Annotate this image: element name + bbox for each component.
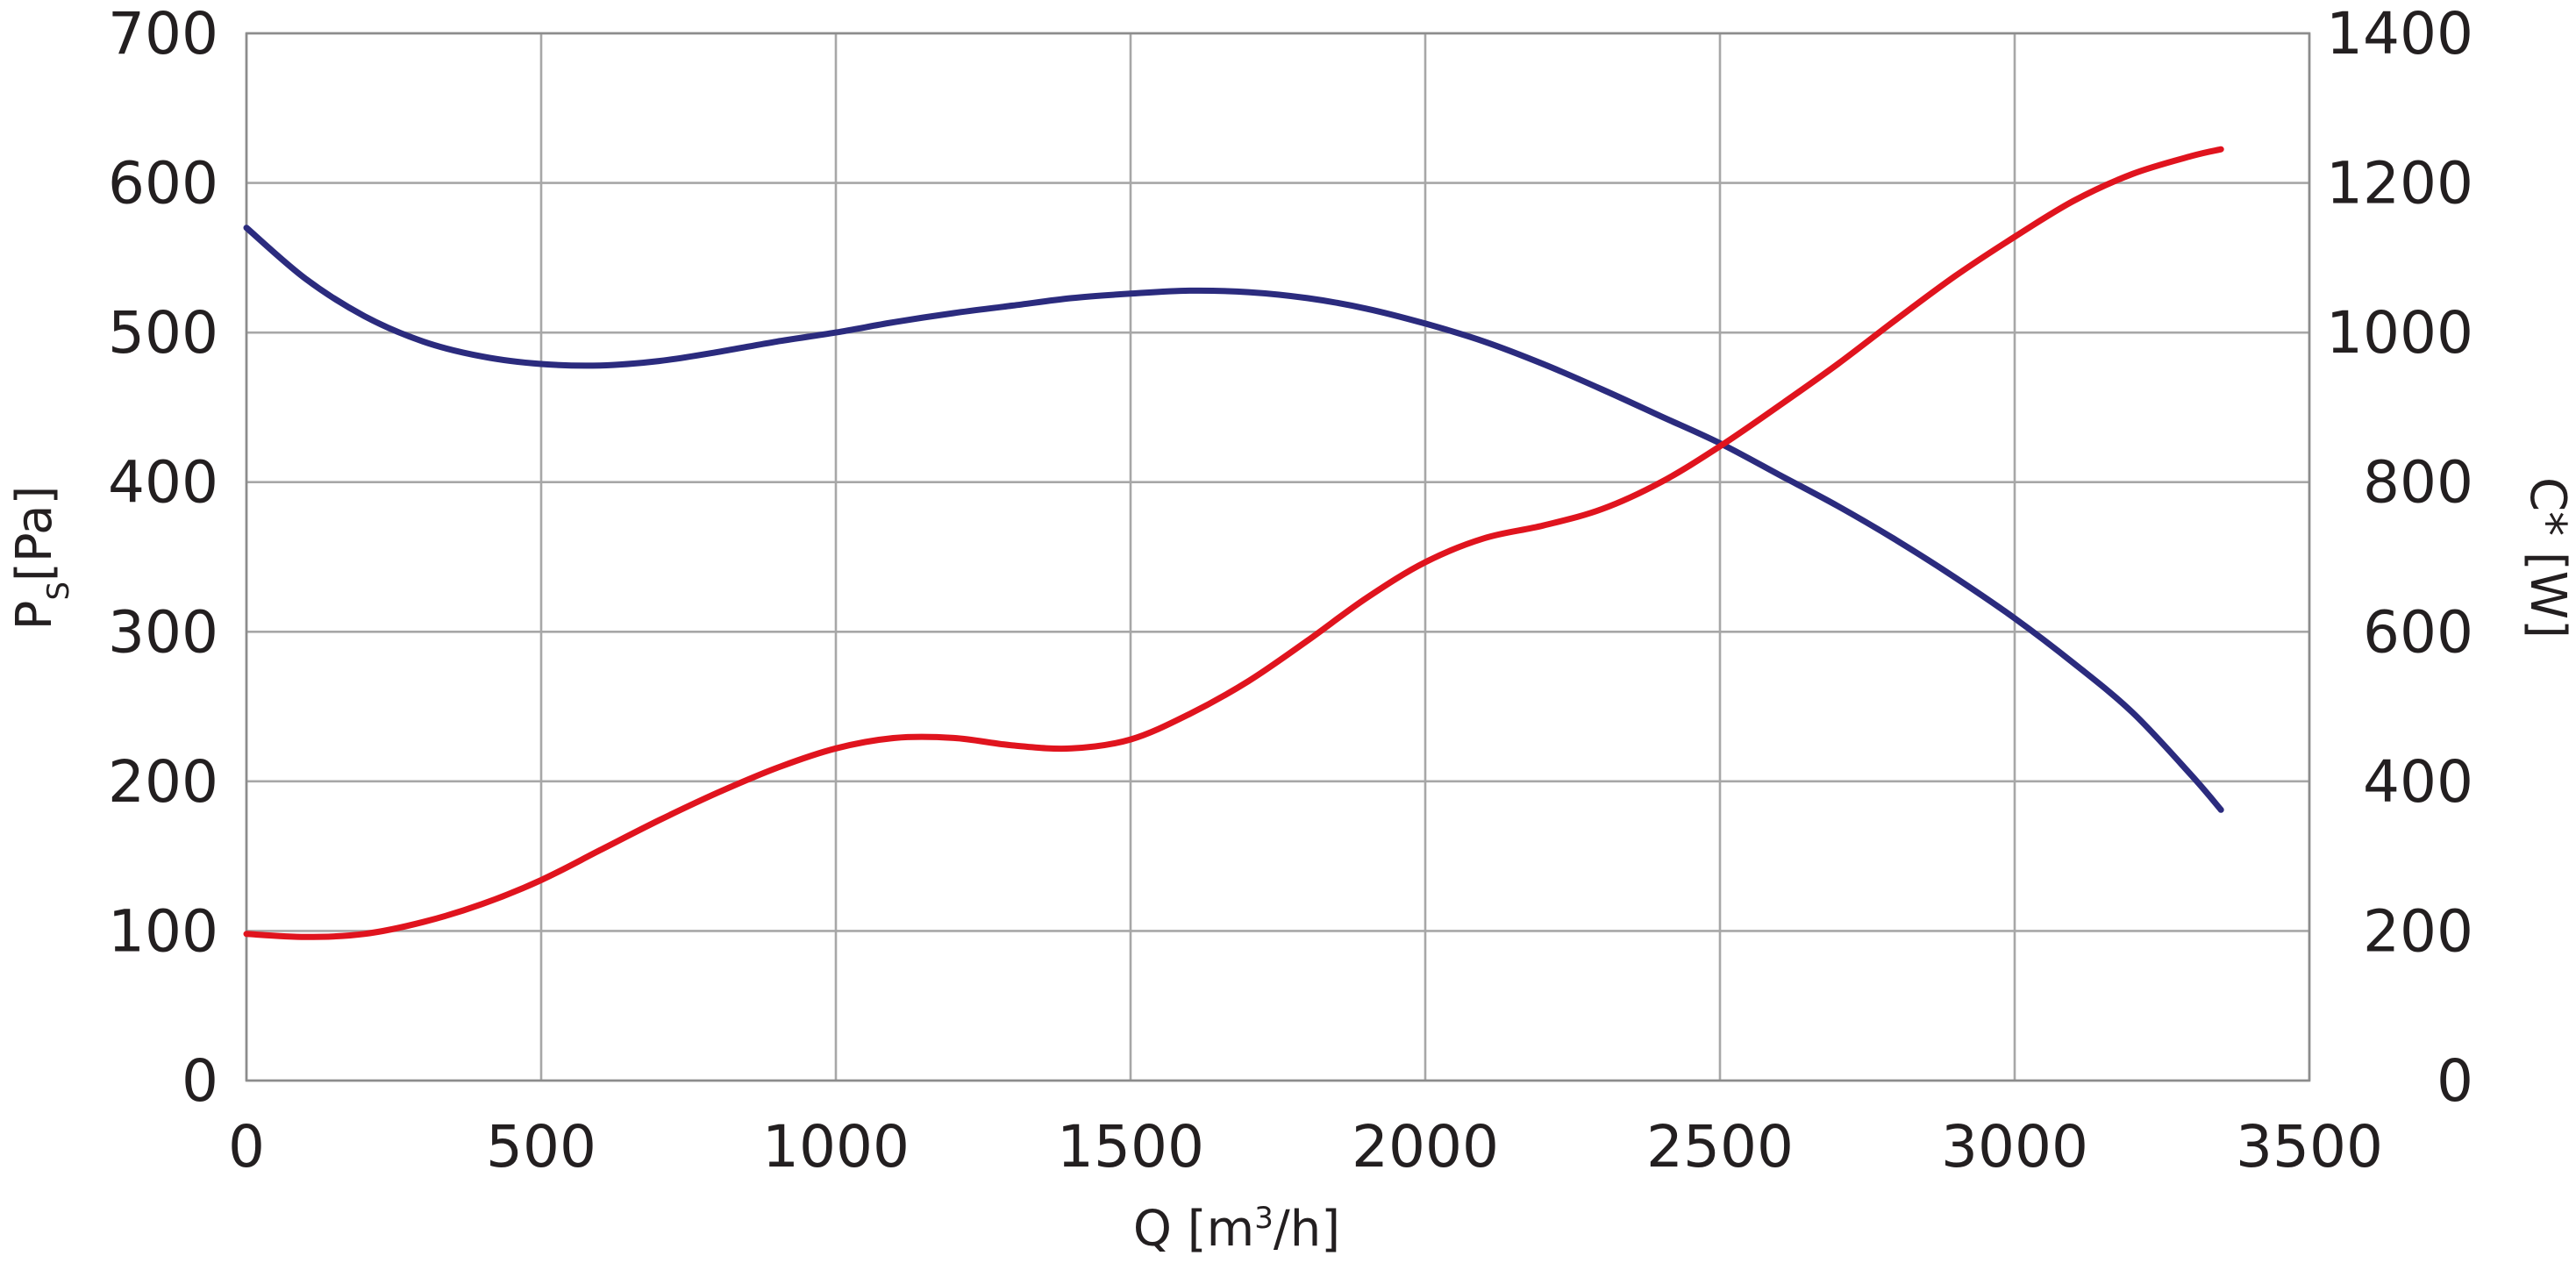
y-left-tick-label: 100 — [108, 897, 218, 965]
y-right-tick-label: 1200 — [2326, 150, 2473, 218]
y-left-tick-label: 300 — [108, 598, 218, 666]
x-tick-label: 500 — [486, 1113, 596, 1181]
y-right-tick-label: 1400 — [2326, 0, 2473, 68]
x-tick-label: 1000 — [762, 1113, 910, 1181]
x-tick-label: 0 — [228, 1113, 265, 1181]
y-left-tick-label: 400 — [108, 449, 218, 517]
y-right-tick-label: 400 — [2363, 748, 2473, 816]
plot-frame — [245, 32, 2311, 1082]
y-right-tick-label: 800 — [2363, 449, 2473, 517]
series-line-left-axis — [243, 225, 2224, 813]
x-tick-label: 2000 — [1352, 1113, 1499, 1181]
y-left-tick-label: 600 — [108, 150, 218, 218]
series-layer — [243, 146, 2224, 940]
x-tick-label: 1500 — [1057, 1113, 1204, 1181]
x-tick-label: 2500 — [1646, 1113, 1794, 1181]
grid-layer — [245, 32, 2311, 1082]
y-right-tick-label: 0 — [2437, 1047, 2473, 1115]
y-right-tick-label: 600 — [2363, 598, 2473, 666]
x-axis-label: Q [m3/h] — [1133, 1201, 1340, 1258]
y-left-tick-label: 200 — [108, 748, 218, 816]
tick-layer: 0 100 200 300 400 500 600 700 0 200 400 600 800 1000 1… — [108, 0, 2473, 1181]
y-axis-right-label: C* [W] — [2519, 477, 2576, 639]
x-tick-label: 3500 — [2236, 1113, 2383, 1181]
x-tick-label: 3000 — [1941, 1113, 2088, 1181]
y-left-tick-label: 700 — [108, 0, 218, 68]
y-right-tick-label: 1000 — [2326, 299, 2473, 367]
y-left-tick-label: 0 — [182, 1047, 218, 1115]
y-left-tick-label: 500 — [108, 299, 218, 367]
y-axis-left-label: PS[Pa] — [6, 486, 76, 631]
y-right-tick-label: 200 — [2363, 897, 2473, 965]
series-line-right-axis — [243, 146, 2224, 940]
